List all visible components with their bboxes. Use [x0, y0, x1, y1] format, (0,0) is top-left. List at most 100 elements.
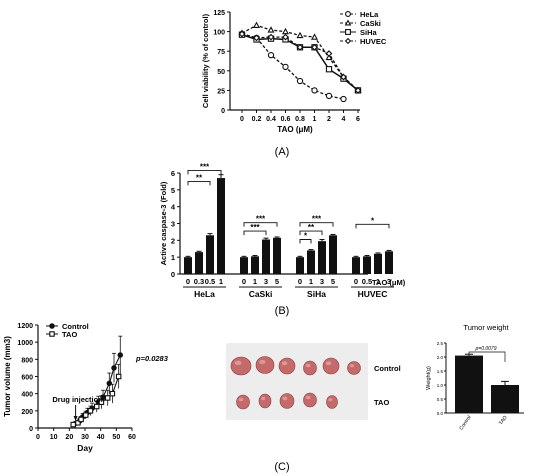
x-tick-label: 0.4	[266, 116, 276, 123]
y-tick-label: 6	[171, 169, 175, 178]
tumor-highlight	[261, 396, 266, 401]
significance-label: ***	[312, 215, 322, 224]
data-point-huvec	[325, 50, 333, 57]
data-point-tao	[83, 412, 89, 418]
y-tick-label: 75	[217, 49, 225, 56]
x-tick-label: 0.2	[252, 116, 262, 123]
y-tick-label: 600	[21, 375, 33, 382]
dose-label: 0	[186, 277, 190, 286]
significance-label: ***	[256, 215, 266, 224]
y-tick-label: 1.5	[437, 369, 444, 374]
x-tick-label: 2	[327, 116, 331, 123]
x-axis-label: Day	[77, 443, 93, 453]
group-label-siha: SiHa	[307, 289, 326, 299]
legend-label-hela: HeLa	[360, 10, 379, 19]
data-point-huvec	[253, 34, 260, 42]
bar-caski	[251, 256, 259, 274]
bar-siha	[329, 235, 337, 274]
legend-label-caski: CaSki	[360, 19, 381, 28]
dose-label: 0	[298, 277, 302, 286]
y-tick-label: 400	[21, 392, 33, 399]
y-tick-label: 25	[217, 88, 225, 95]
y-tick-label: 100	[213, 30, 225, 37]
tumor-highlight	[305, 395, 311, 400]
y-tick-label: 0	[171, 270, 175, 279]
significance-bracket	[355, 223, 390, 229]
bar-hela	[184, 257, 192, 274]
x-tick-label: 0	[240, 116, 244, 123]
legend-label-huvec: HUVEC	[360, 37, 387, 46]
dose-label: 0.5	[205, 277, 215, 286]
tumor-sample	[347, 361, 361, 375]
tumor-highlight	[238, 397, 244, 402]
tumor-sample	[326, 395, 338, 409]
chart-title: Tumor weight	[463, 323, 509, 332]
y-tick-label: 1200	[17, 323, 33, 330]
x-tick-label: TAO	[498, 415, 509, 427]
tumor-sample	[236, 394, 250, 410]
x-tick-label: 4	[342, 116, 346, 123]
data-point-tao	[109, 390, 116, 397]
annotation-arrow-head	[73, 416, 78, 421]
dose-label: 1	[309, 277, 313, 286]
bar-caski	[273, 237, 281, 274]
x-tick-label: 10	[50, 434, 58, 441]
tumor-sample	[278, 357, 296, 375]
tumor-highlight	[325, 361, 332, 366]
chart-a-cell-viability: 0 25 50 75 100 125 0 0.2 0.4 0.6 0.8 1 2 4 6 TAO (μM) Ce…	[201, 10, 387, 134]
bar-hela	[217, 178, 225, 274]
y-tick-label: 3	[171, 220, 175, 229]
data-point-tao	[104, 395, 111, 401]
data-point-hela	[311, 87, 318, 94]
unit-label: TAO (μM)	[372, 278, 406, 287]
bar-tao	[491, 385, 519, 413]
tumor-highlight	[282, 396, 288, 401]
photo-row-label-control: Control	[374, 364, 401, 373]
bar-caski	[262, 239, 270, 274]
tumor-sample	[230, 356, 252, 376]
bar-siha	[318, 241, 326, 274]
significance-bracket	[299, 230, 323, 236]
data-point-hela	[296, 77, 304, 85]
x-tick-label: 60	[128, 434, 136, 441]
y-axis-label: Tumor volume (mm3)	[3, 336, 12, 417]
data-point-siha	[325, 66, 333, 73]
x-tick-label: 30	[81, 434, 89, 441]
dose-label: 3	[264, 277, 268, 286]
legend-label-control: Control	[62, 322, 89, 331]
y-tick-label: 2.0	[437, 355, 444, 360]
dose-label: 0	[354, 277, 358, 286]
legend-marker	[344, 37, 352, 45]
x-tick-label: 50	[112, 434, 120, 441]
dose-label: 3	[320, 277, 324, 286]
x-tick-label: 20	[65, 434, 73, 441]
legend-marker	[345, 11, 351, 17]
y-tick-label: 0	[221, 108, 225, 115]
x-tick-label: 0.6	[281, 116, 291, 123]
data-point-huvec	[238, 30, 246, 38]
data-point-huvec	[340, 73, 347, 81]
y-tick-label: 1	[171, 253, 175, 262]
legend-marker	[345, 29, 351, 35]
x-tick-label: 1	[313, 116, 317, 123]
dose-label: 0.5	[362, 277, 372, 286]
significance-label: **	[308, 223, 315, 232]
bar-siha	[296, 257, 304, 274]
tumor-highlight	[328, 398, 333, 402]
legend-label-siha: SiHa	[360, 28, 378, 37]
data-point-caski	[296, 31, 304, 39]
bar-huvec	[385, 251, 393, 274]
data-point-hela	[340, 95, 347, 103]
significance-label: ***	[250, 223, 260, 232]
dose-label: 1	[219, 277, 223, 286]
significance-label: **	[196, 173, 203, 182]
significance-bracket	[187, 170, 222, 175]
bar-hela	[195, 252, 203, 274]
data-point-caski	[310, 33, 319, 40]
significance-bracket	[187, 180, 211, 186]
dose-label: 5	[331, 277, 335, 286]
group-label-hela: HeLa	[194, 289, 215, 299]
data-point-hela	[282, 63, 289, 71]
tumor-highlight	[259, 359, 266, 365]
